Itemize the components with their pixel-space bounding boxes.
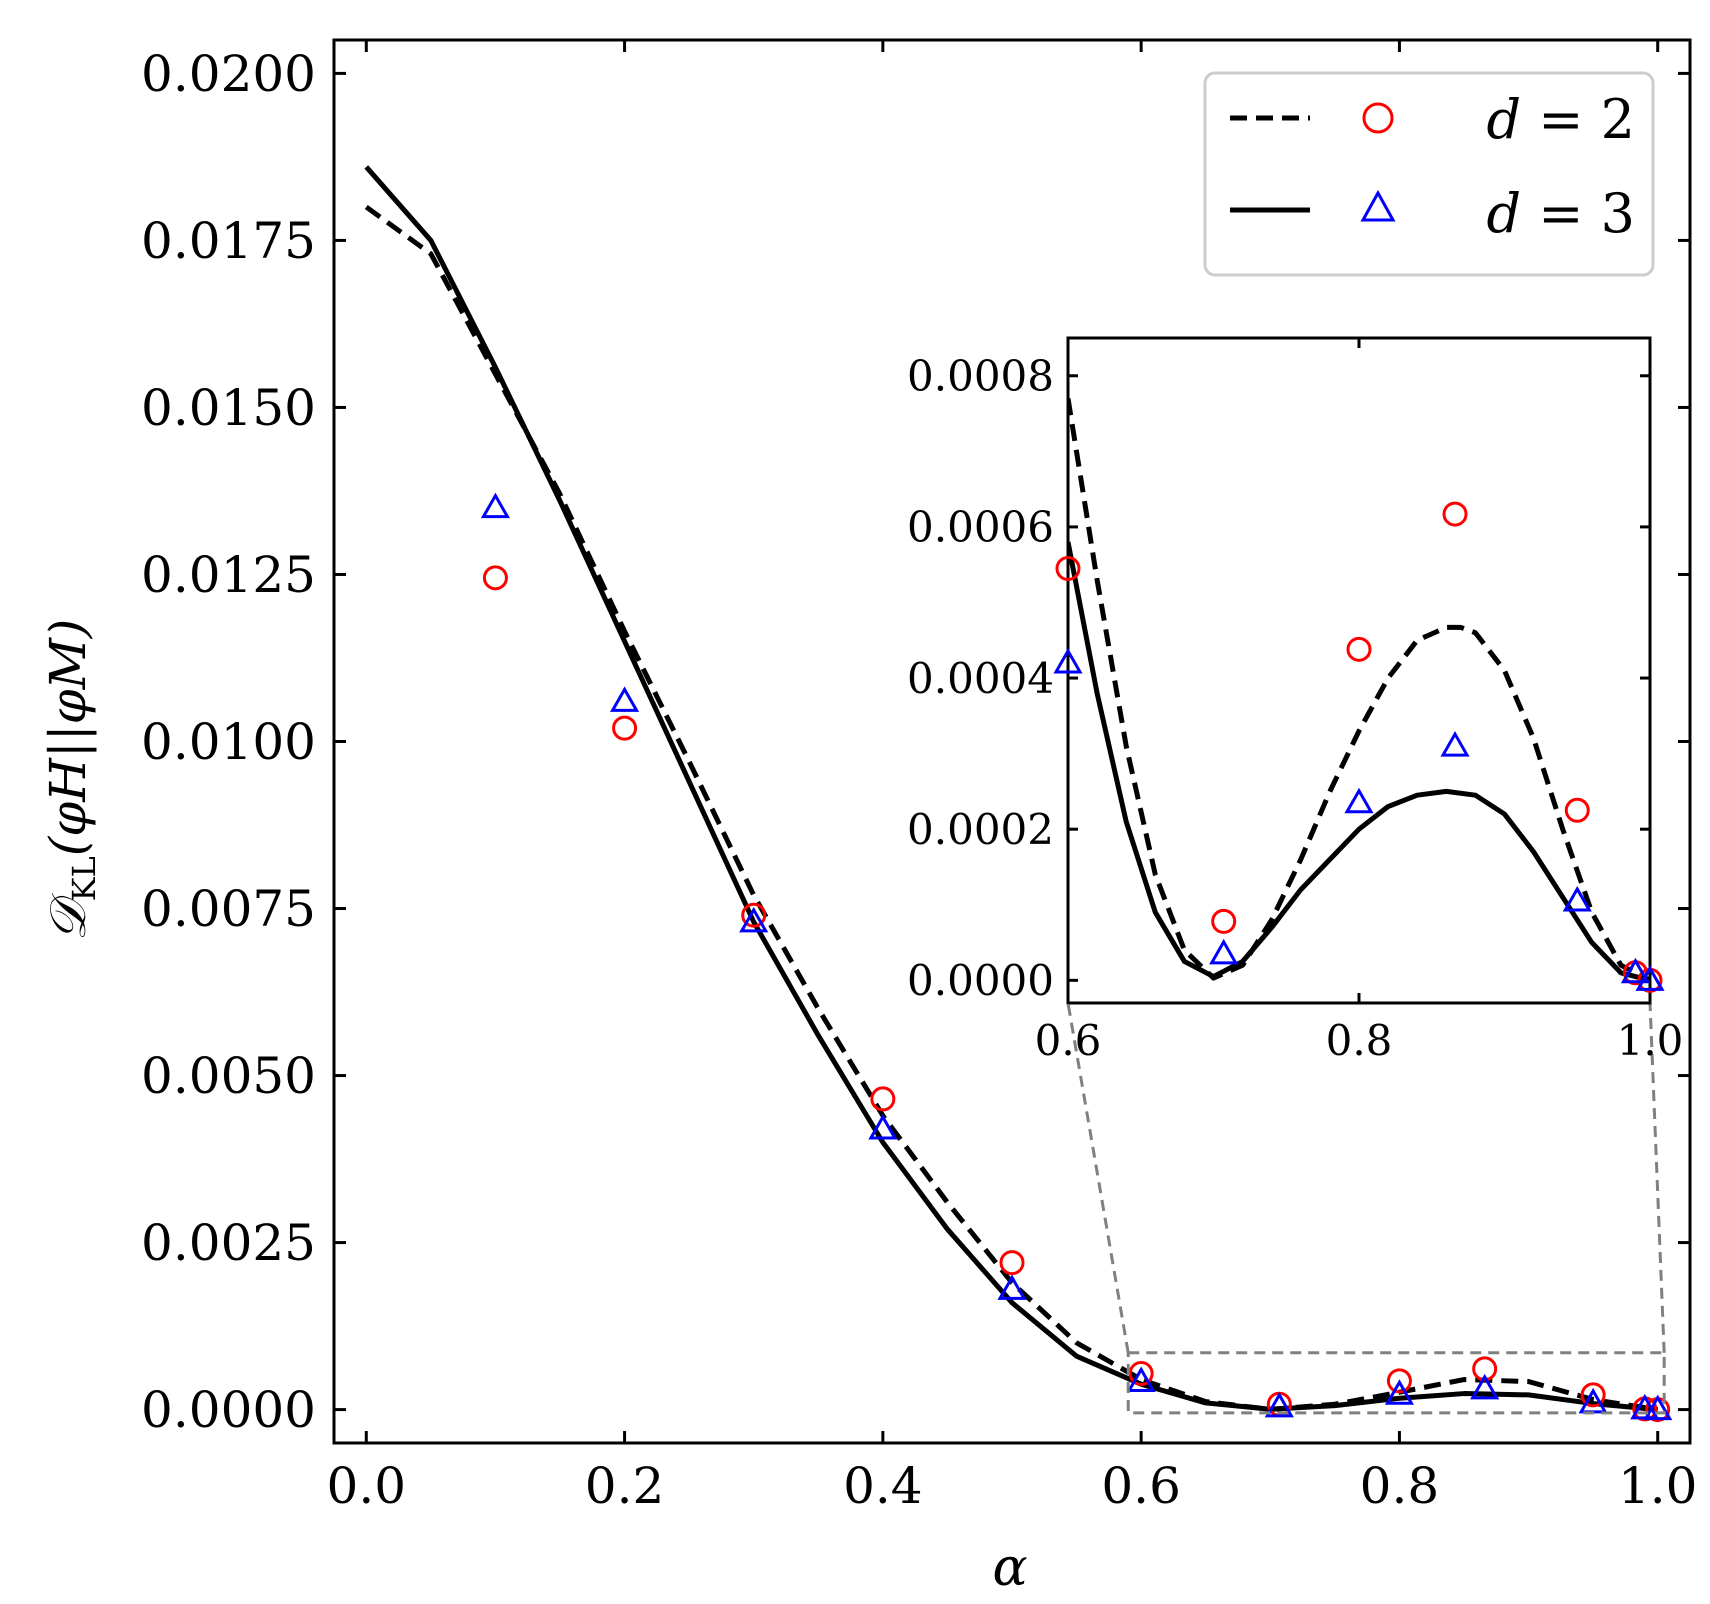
svg-text:𝒟KL(φH||φM): 𝒟KL(φH||φM) — [39, 619, 103, 942]
main-x-tick-label: 0.6 — [1101, 1457, 1181, 1515]
inset-point-d3 — [1440, 731, 1470, 757]
main-point-d3 — [1643, 1394, 1673, 1421]
main-y-tick-label: 0.0000 — [141, 1381, 316, 1439]
inset-point-d3 — [1620, 957, 1651, 984]
y-label-args: (φH||φM) — [39, 619, 97, 857]
main-point-d3 — [739, 906, 769, 933]
legend-frame — [1203, 71, 1655, 277]
main-point-d3 — [1264, 1391, 1294, 1418]
legend: d = 2 d = 3 — [1203, 71, 1655, 277]
inset-y-tick-label: 0.0004 — [907, 654, 1054, 703]
main-x-tick-label: 0.4 — [843, 1457, 923, 1515]
main-point-d3 — [1384, 1379, 1415, 1405]
inset-y-tick-label: 0.0008 — [907, 351, 1054, 400]
y-label-sub: KL — [65, 856, 103, 901]
legend-marker-d2 — [1362, 102, 1394, 134]
main-point-d2 — [1386, 1368, 1412, 1394]
inset-y-tick-label: 0.0006 — [907, 503, 1054, 552]
legend-label-d2: d = 2 — [1486, 88, 1635, 151]
inset-point-d3 — [1562, 885, 1592, 912]
inset-y-tick-label: 0.0000 — [907, 956, 1054, 1005]
inset-series-line-d2 — [1068, 398, 1650, 983]
main-point-d3 — [609, 686, 640, 712]
main-point-d2 — [870, 1086, 896, 1112]
inset-y-tick-label: 0.0002 — [907, 805, 1054, 854]
main-point-d2 — [1580, 1382, 1606, 1408]
main-x-tick-label: 0.0 — [327, 1457, 407, 1515]
main-x-tick-label: 1.0 — [1618, 1457, 1698, 1515]
inset-series-line-d3 — [1068, 541, 1650, 983]
main-y-tick-label: 0.0150 — [141, 379, 316, 437]
main-y-tick-label: 0.0200 — [141, 45, 316, 103]
inset-point-d2 — [1442, 501, 1468, 527]
main-y-tick-label: 0.0100 — [141, 713, 316, 771]
main-point-d3 — [1470, 1373, 1500, 1400]
main-y-tick-label: 0.0050 — [141, 1047, 316, 1105]
main-y-tick-label: 0.0125 — [141, 546, 316, 604]
inset-point-d3 — [1209, 938, 1239, 965]
main-point-d2 — [482, 565, 508, 591]
inset-point-d2 — [1564, 797, 1590, 823]
main-x-tick-label: 0.8 — [1360, 1457, 1440, 1515]
main-point-d2 — [1128, 1361, 1154, 1387]
main-series-line-d3 — [364, 165, 1658, 1413]
main-y-tick-label: 0.0025 — [141, 1214, 316, 1272]
main-point-d3 — [1126, 1366, 1156, 1393]
inset-x-tick-label: 1.0 — [1617, 1016, 1684, 1065]
main-point-d3 — [480, 492, 511, 519]
inset-point-d2 — [1346, 636, 1372, 662]
inset-point-d2 — [1055, 555, 1081, 581]
inset-point-d3 — [1344, 787, 1374, 814]
main-point-d2 — [999, 1250, 1025, 1276]
zoom-connector-left — [1066, 1002, 1130, 1354]
inset-x-tick-label: 0.8 — [1326, 1016, 1393, 1065]
main-x-tick-label: 0.2 — [585, 1457, 665, 1515]
inset-point-d2 — [1211, 908, 1237, 934]
inset-point-d3 — [1053, 647, 1083, 674]
inset-frame — [1066, 336, 1652, 1005]
main-point-d3 — [868, 1113, 898, 1140]
main-point-d2 — [741, 902, 767, 928]
y-axis-label: 𝒟KL(φH||φM) — [39, 619, 103, 942]
zoom-indicator — [1066, 1002, 1666, 1415]
inset-point-d3 — [1635, 965, 1665, 991]
main-point-d3 — [997, 1274, 1027, 1300]
legend-marker-d3 — [1360, 189, 1396, 222]
inset-axes: 0.6 0.8 1.0 0.0000 0.0002 0.0004 0.0006 0.0008 — [907, 336, 1684, 1065]
x-axis-label: α — [992, 1538, 1027, 1598]
inset-x-tick-label: 0.6 — [1035, 1016, 1102, 1065]
main-point-d2 — [612, 715, 638, 741]
main-y-tick-label: 0.0175 — [141, 212, 316, 270]
main-series-line-d2 — [364, 204, 1659, 1413]
legend-label-d3: d = 3 — [1486, 182, 1635, 245]
main-y-tick-label: 0.0075 — [141, 880, 316, 938]
zoom-connector-right — [1648, 1002, 1666, 1353]
zoom-box — [1126, 1351, 1666, 1415]
